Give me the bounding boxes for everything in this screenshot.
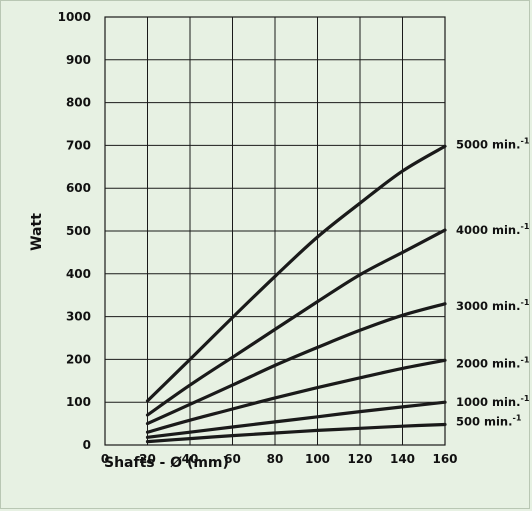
series-line xyxy=(145,358,447,434)
series-line xyxy=(145,422,447,444)
x-tick-label: 0 xyxy=(101,452,109,466)
y-tick-label: 800 xyxy=(66,96,91,110)
series-label: 3000 min.-1 xyxy=(456,298,530,313)
y-tick-label: 900 xyxy=(66,53,91,67)
y-tick-label: 500 xyxy=(66,224,91,238)
series-label-superscript: -1 xyxy=(521,298,530,307)
series-label: 2000 min.-1 xyxy=(456,355,530,370)
series-label: 500 min.-1 xyxy=(456,413,522,428)
y-tick-label: 700 xyxy=(66,138,91,152)
x-axis-label: Shafts - Ø (mm) xyxy=(104,455,229,471)
series-line xyxy=(145,228,447,417)
y-tick-label: 100 xyxy=(66,395,91,409)
y-tick-label: 1000 xyxy=(58,10,91,24)
x-tick-label: 140 xyxy=(390,452,415,466)
y-axis-label: Watt xyxy=(29,213,45,251)
x-tick-label: 120 xyxy=(347,452,372,466)
series-label-name: 500 min. xyxy=(456,414,513,428)
series-label-superscript: -1 xyxy=(521,355,530,364)
series-label-superscript: -1 xyxy=(521,394,530,403)
series-label-name: 3000 min. xyxy=(456,299,521,313)
grid-lines xyxy=(104,16,446,446)
y-tick-label: 400 xyxy=(66,267,91,281)
series-label-name: 1000 min. xyxy=(456,395,521,409)
x-tick-label: 60 xyxy=(224,452,241,466)
series-label-name: 5000 min. xyxy=(456,137,521,151)
x-tick-label: 80 xyxy=(267,452,284,466)
series-line xyxy=(145,144,447,403)
series-label: 4000 min.-1 xyxy=(456,222,530,237)
x-tick-label: 160 xyxy=(432,452,457,466)
series-label-superscript: -1 xyxy=(521,222,530,231)
series-line xyxy=(145,400,447,439)
x-tick-label: 40 xyxy=(182,452,199,466)
series-line xyxy=(145,302,447,426)
series-label-superscript: -1 xyxy=(513,413,522,422)
series-label: 5000 min.-1 xyxy=(456,136,530,151)
series-label: 1000 min.-1 xyxy=(456,394,530,409)
y-tick-label: 200 xyxy=(66,352,91,366)
y-tick-label: 600 xyxy=(66,181,91,195)
series-label-name: 2000 min. xyxy=(456,356,521,370)
y-tick-label: 0 xyxy=(83,438,91,452)
x-tick-label: 100 xyxy=(305,452,330,466)
series-label-superscript: -1 xyxy=(521,136,530,145)
x-tick-label: 20 xyxy=(139,452,156,466)
y-tick-label: 300 xyxy=(66,310,91,324)
series-label-name: 4000 min. xyxy=(456,223,521,237)
tick-labels: 0 20 40 60 80 100 120 140 160 0 100 200 300 400 500 600… xyxy=(58,10,458,466)
series-lines xyxy=(145,144,447,444)
